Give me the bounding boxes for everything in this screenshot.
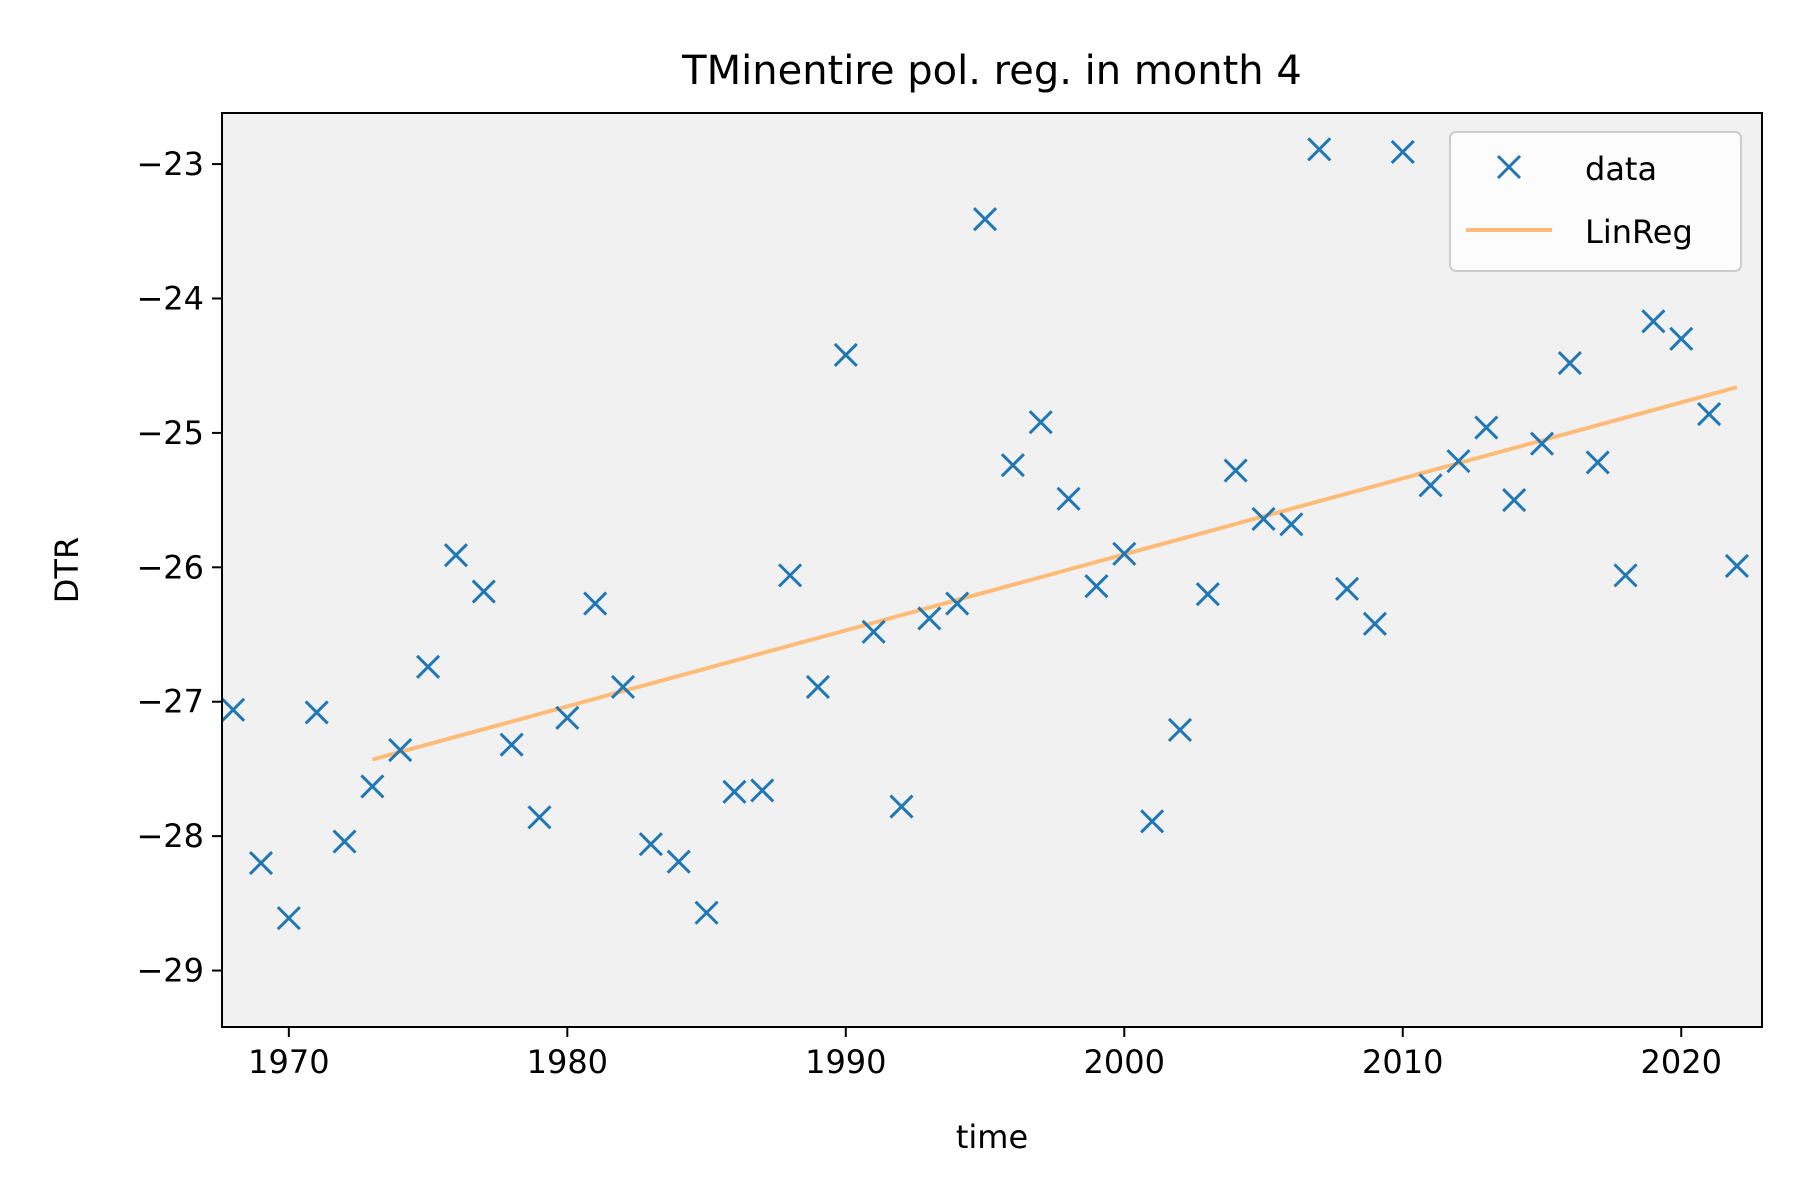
data-point <box>1390 139 1415 165</box>
data-point <box>1585 450 1610 475</box>
data-point <box>1223 458 1248 483</box>
y-axis: −23 −24 −25 −26 −27 −28 −29 <box>136 145 222 990</box>
data-point <box>1724 553 1749 579</box>
data-point <box>1446 449 1471 474</box>
y-tick-label: −23 <box>136 145 204 183</box>
data-point <box>555 705 580 730</box>
data-point <box>1697 402 1722 427</box>
data-point <box>638 832 663 857</box>
data-point <box>889 794 914 819</box>
x-axis-title: time <box>956 1118 1028 1156</box>
data-point <box>1557 350 1582 376</box>
y-tick-label: −24 <box>136 279 204 317</box>
legend-data-marker <box>1496 154 1522 180</box>
data-point <box>1028 410 1053 435</box>
x-axis: 1970 1980 1990 2000 2010 2020 <box>248 1027 1722 1081</box>
data-point <box>1307 137 1332 162</box>
data-point <box>1362 611 1387 636</box>
data-point <box>304 700 329 725</box>
y-tick-label: −25 <box>136 414 204 452</box>
data-point <box>388 738 413 763</box>
data-point <box>1195 582 1220 607</box>
data-point <box>722 779 747 804</box>
chart-title: TMinentire pol. reg. in month 4 <box>681 48 1302 94</box>
y-tick-label: −28 <box>136 817 204 855</box>
data-point <box>694 900 719 925</box>
data-point <box>360 774 385 799</box>
linreg-line <box>371 385 1738 762</box>
y-tick-label: −27 <box>136 683 204 721</box>
data-point <box>1641 309 1666 334</box>
legend: data LinReg <box>1449 131 1742 272</box>
legend-label-data: data <box>1585 150 1657 188</box>
x-tick-label: 1980 <box>527 1043 608 1081</box>
data-point <box>1474 415 1499 440</box>
data-point <box>972 207 998 232</box>
data-point <box>248 850 274 876</box>
data-point <box>1502 488 1527 513</box>
x-tick-label: 1970 <box>248 1043 329 1081</box>
x-tick-label: 2010 <box>1362 1043 1443 1081</box>
x-tick-label: 1990 <box>805 1043 886 1081</box>
x-tick-label: 2020 <box>1641 1043 1722 1081</box>
plot-frame <box>221 112 1763 1028</box>
y-tick-label: −26 <box>136 548 204 586</box>
data-point <box>332 829 357 854</box>
data-point <box>610 674 636 699</box>
data-point <box>945 591 970 616</box>
data-point <box>778 563 803 588</box>
data-point <box>1613 563 1638 588</box>
data-point <box>833 342 858 368</box>
data-point <box>1167 717 1193 743</box>
data-point <box>471 579 496 604</box>
data-point <box>1418 473 1443 498</box>
data-point <box>1000 453 1025 478</box>
data-point <box>527 805 552 830</box>
data-point <box>1669 326 1694 351</box>
data-point <box>805 674 831 699</box>
data-point <box>1251 506 1276 531</box>
data-point <box>750 778 775 803</box>
data-point <box>416 654 441 679</box>
series-layer <box>221 137 1749 931</box>
data-point <box>443 543 468 568</box>
data-point <box>1335 576 1360 601</box>
data-point <box>583 591 608 616</box>
data-point <box>666 849 691 874</box>
data-point <box>1056 486 1081 511</box>
x-tick-label: 2000 <box>1084 1043 1165 1081</box>
data-point <box>499 732 524 757</box>
data-point <box>1084 574 1109 599</box>
data-point <box>1279 512 1304 537</box>
legend-label-linreg: LinReg <box>1585 213 1693 251</box>
data-point <box>1140 809 1165 834</box>
y-tick-label: −29 <box>136 952 204 990</box>
data-point <box>276 906 301 931</box>
legend-box <box>1449 131 1742 272</box>
data-point <box>221 697 246 722</box>
y-axis-title: DTR <box>48 537 86 603</box>
data-point <box>1112 541 1137 566</box>
data-point <box>861 619 886 644</box>
data-point <box>1529 431 1555 456</box>
data-point <box>917 606 942 631</box>
